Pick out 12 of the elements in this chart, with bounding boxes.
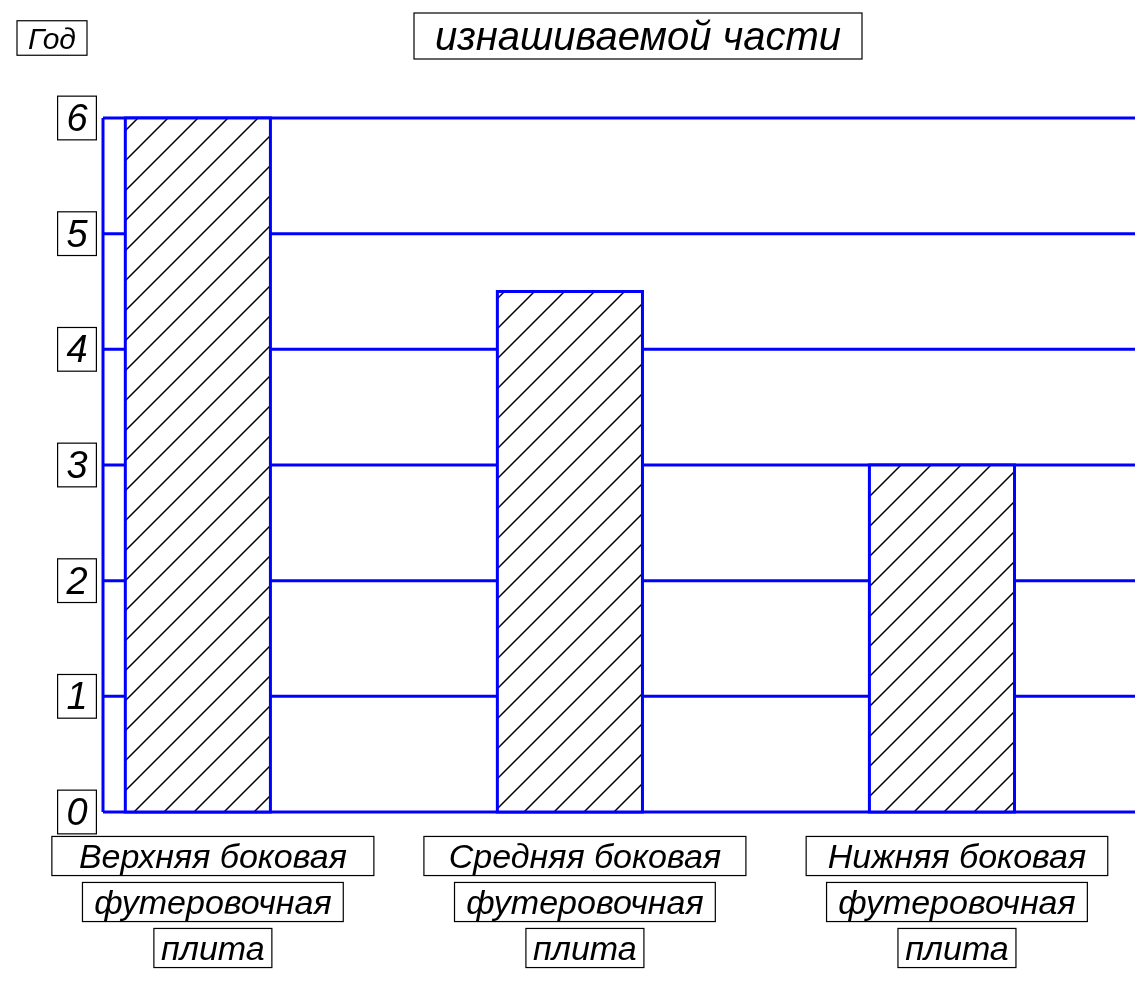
x-tick-label: Средняя боковая футеровочная плита [448, 837, 722, 967]
y-tick-label: 3 [66, 444, 88, 486]
y-tick-label: 0 [66, 791, 88, 833]
x-tick-label: Верхняя боковая футеровочная плита [78, 837, 347, 967]
x-tick-label: Нижняя боковая футеровочная плита [827, 837, 1087, 967]
y-tick-label: 6 [66, 97, 89, 139]
y-tick-label: 4 [66, 328, 88, 371]
y-axis-title: Год [28, 21, 76, 55]
y-tick-label: 5 [66, 212, 89, 255]
chart-title: изнашиваемой части [434, 14, 842, 58]
y-tick-label: 1 [66, 675, 88, 718]
y-tick-label: 2 [65, 559, 88, 602]
